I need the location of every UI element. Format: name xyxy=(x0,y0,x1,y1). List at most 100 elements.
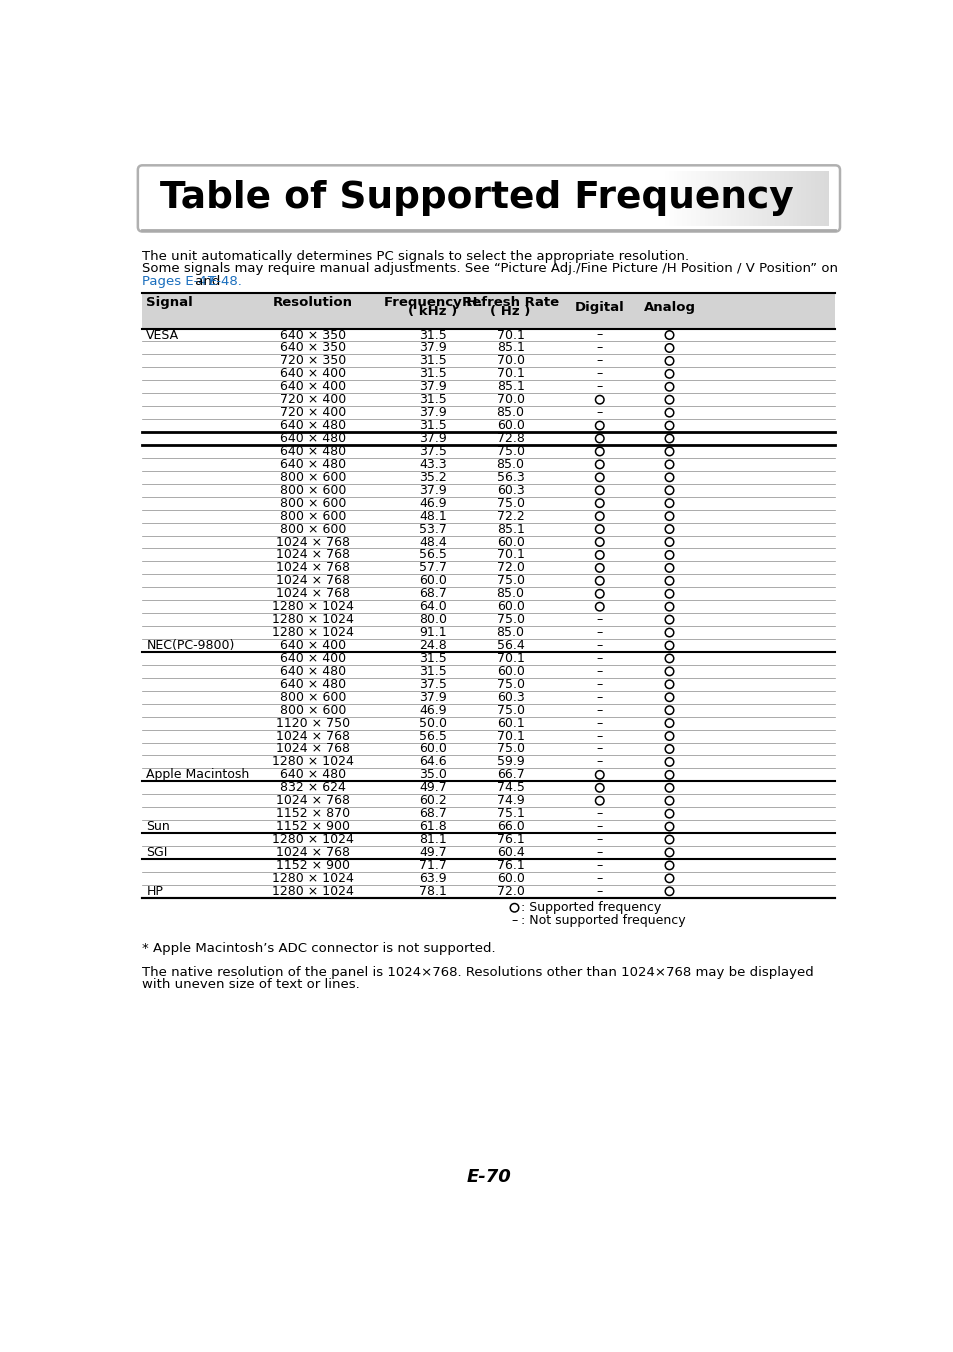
Text: 61.8: 61.8 xyxy=(418,821,447,833)
Text: 1152 × 870: 1152 × 870 xyxy=(275,807,350,821)
Text: 66.0: 66.0 xyxy=(497,821,524,833)
Bar xyxy=(681,170,682,226)
Text: 59.9: 59.9 xyxy=(497,756,524,768)
Bar xyxy=(664,170,666,226)
Text: 640 × 400: 640 × 400 xyxy=(279,368,346,380)
Bar xyxy=(142,742,835,756)
Bar xyxy=(142,846,835,859)
Bar xyxy=(813,170,815,226)
Text: 800 × 600: 800 × 600 xyxy=(279,470,346,484)
Text: –: – xyxy=(596,703,602,717)
Text: –: – xyxy=(596,756,602,768)
Bar xyxy=(694,170,695,226)
Bar xyxy=(732,170,734,226)
Text: 85.1: 85.1 xyxy=(497,380,524,393)
Text: –: – xyxy=(596,612,602,626)
Bar xyxy=(142,859,835,872)
Text: –: – xyxy=(596,368,602,380)
Bar xyxy=(746,170,748,226)
Text: 640 × 480: 640 × 480 xyxy=(279,458,346,470)
Bar xyxy=(692,170,694,226)
Text: 640 × 400: 640 × 400 xyxy=(279,639,346,652)
Bar xyxy=(142,433,835,445)
Text: 640 × 480: 640 × 480 xyxy=(279,768,346,781)
Bar xyxy=(142,549,835,561)
Text: 43.3: 43.3 xyxy=(419,458,446,470)
Bar xyxy=(697,170,699,226)
Text: 640 × 400: 640 × 400 xyxy=(279,652,346,665)
Text: –: – xyxy=(596,730,602,742)
Text: 37.9: 37.9 xyxy=(418,691,447,704)
Text: 1280 × 1024: 1280 × 1024 xyxy=(272,600,354,614)
Bar xyxy=(142,872,835,884)
Text: ( Hz ): ( Hz ) xyxy=(490,306,530,319)
Bar xyxy=(737,170,739,226)
Text: 85.0: 85.0 xyxy=(497,406,524,419)
Bar xyxy=(142,380,835,393)
Text: 35.0: 35.0 xyxy=(418,768,447,781)
Bar xyxy=(729,170,731,226)
Text: Pages E-47: Pages E-47 xyxy=(142,274,215,288)
Bar xyxy=(142,691,835,703)
Text: 75.0: 75.0 xyxy=(497,612,524,626)
Text: –: – xyxy=(596,821,602,833)
Text: 75.0: 75.0 xyxy=(497,575,524,587)
Text: 56.4: 56.4 xyxy=(497,639,524,652)
Text: 720 × 400: 720 × 400 xyxy=(279,393,346,406)
Bar xyxy=(661,170,662,226)
Text: 640 × 350: 640 × 350 xyxy=(279,342,346,354)
Text: –: – xyxy=(596,329,602,342)
Bar xyxy=(691,170,692,226)
Text: 37.9: 37.9 xyxy=(418,433,447,445)
Bar xyxy=(695,170,697,226)
Text: 72.2: 72.2 xyxy=(497,510,524,523)
Bar xyxy=(703,170,704,226)
Text: 640 × 480: 640 × 480 xyxy=(279,445,346,458)
Text: Resolution: Resolution xyxy=(273,296,353,310)
Bar xyxy=(799,170,801,226)
Text: 720 × 400: 720 × 400 xyxy=(279,406,346,419)
Bar xyxy=(766,170,768,226)
Bar xyxy=(662,170,664,226)
Text: Some signals may require manual adjustments. See “Picture Adj./Fine Picture /H P: Some signals may require manual adjustme… xyxy=(142,262,838,276)
Bar xyxy=(142,884,835,898)
Text: 66.7: 66.7 xyxy=(497,768,524,781)
Text: –: – xyxy=(596,872,602,884)
Bar xyxy=(815,170,816,226)
Bar xyxy=(719,170,720,226)
Bar xyxy=(142,781,835,794)
Text: 640 × 480: 640 × 480 xyxy=(279,665,346,677)
Text: 60.0: 60.0 xyxy=(497,665,524,677)
Text: 37.5: 37.5 xyxy=(418,445,447,458)
Bar xyxy=(811,170,813,226)
Bar xyxy=(802,170,803,226)
Text: 720 × 350: 720 × 350 xyxy=(279,354,346,368)
Text: 37.9: 37.9 xyxy=(418,406,447,419)
Text: : Not supported frequency: : Not supported frequency xyxy=(521,914,685,926)
Text: –: – xyxy=(596,717,602,730)
Bar xyxy=(794,170,796,226)
Text: 1024 × 768: 1024 × 768 xyxy=(275,846,350,859)
Bar xyxy=(754,170,756,226)
Bar xyxy=(711,170,712,226)
Bar xyxy=(142,703,835,717)
Bar xyxy=(142,329,835,342)
Bar xyxy=(721,170,723,226)
Text: –: – xyxy=(596,691,602,704)
Text: Apple Macintosh: Apple Macintosh xyxy=(146,768,250,781)
Text: 75.0: 75.0 xyxy=(497,496,524,510)
Text: 70.1: 70.1 xyxy=(497,652,524,665)
Text: 37.9: 37.9 xyxy=(418,380,447,393)
Text: 53.7: 53.7 xyxy=(418,523,447,535)
Text: 800 × 600: 800 × 600 xyxy=(279,510,346,523)
Bar xyxy=(142,639,835,652)
Bar xyxy=(786,170,788,226)
Text: –: – xyxy=(596,626,602,639)
Text: 832 × 624: 832 × 624 xyxy=(280,781,346,794)
Bar xyxy=(717,170,719,226)
Text: 60.1: 60.1 xyxy=(497,717,524,730)
Text: –: – xyxy=(596,380,602,393)
Text: 75.1: 75.1 xyxy=(497,807,524,821)
Text: 64.6: 64.6 xyxy=(419,756,446,768)
Text: –: – xyxy=(596,807,602,821)
